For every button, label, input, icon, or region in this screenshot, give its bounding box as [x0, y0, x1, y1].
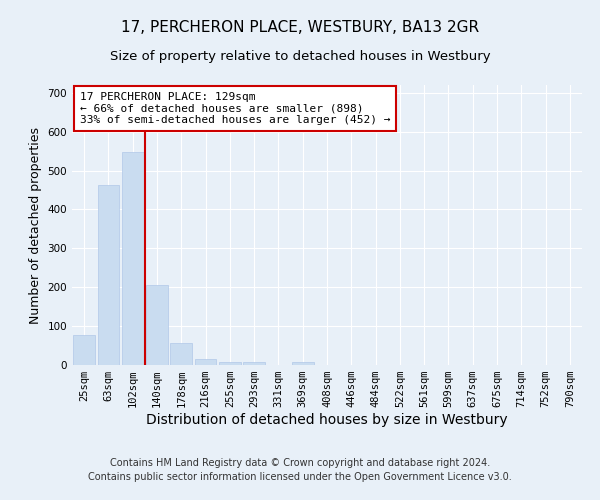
Bar: [292, 362, 314, 365]
Bar: [146, 286, 168, 365]
X-axis label: Distribution of detached houses by size in Westbury: Distribution of detached houses by size …: [146, 413, 508, 427]
Text: Size of property relative to detached houses in Westbury: Size of property relative to detached ho…: [110, 50, 490, 63]
Bar: [122, 152, 143, 365]
Bar: [73, 334, 95, 365]
Bar: [194, 359, 217, 365]
Bar: [243, 362, 265, 365]
Text: 17 PERCHERON PLACE: 129sqm
← 66% of detached houses are smaller (898)
33% of sem: 17 PERCHERON PLACE: 129sqm ← 66% of deta…: [80, 92, 390, 125]
Text: Contains HM Land Registry data © Crown copyright and database right 2024.
Contai: Contains HM Land Registry data © Crown c…: [88, 458, 512, 482]
Bar: [97, 186, 119, 365]
Text: 17, PERCHERON PLACE, WESTBURY, BA13 2GR: 17, PERCHERON PLACE, WESTBURY, BA13 2GR: [121, 20, 479, 35]
Y-axis label: Number of detached properties: Number of detached properties: [29, 126, 42, 324]
Bar: [219, 362, 241, 365]
Bar: [170, 343, 192, 365]
